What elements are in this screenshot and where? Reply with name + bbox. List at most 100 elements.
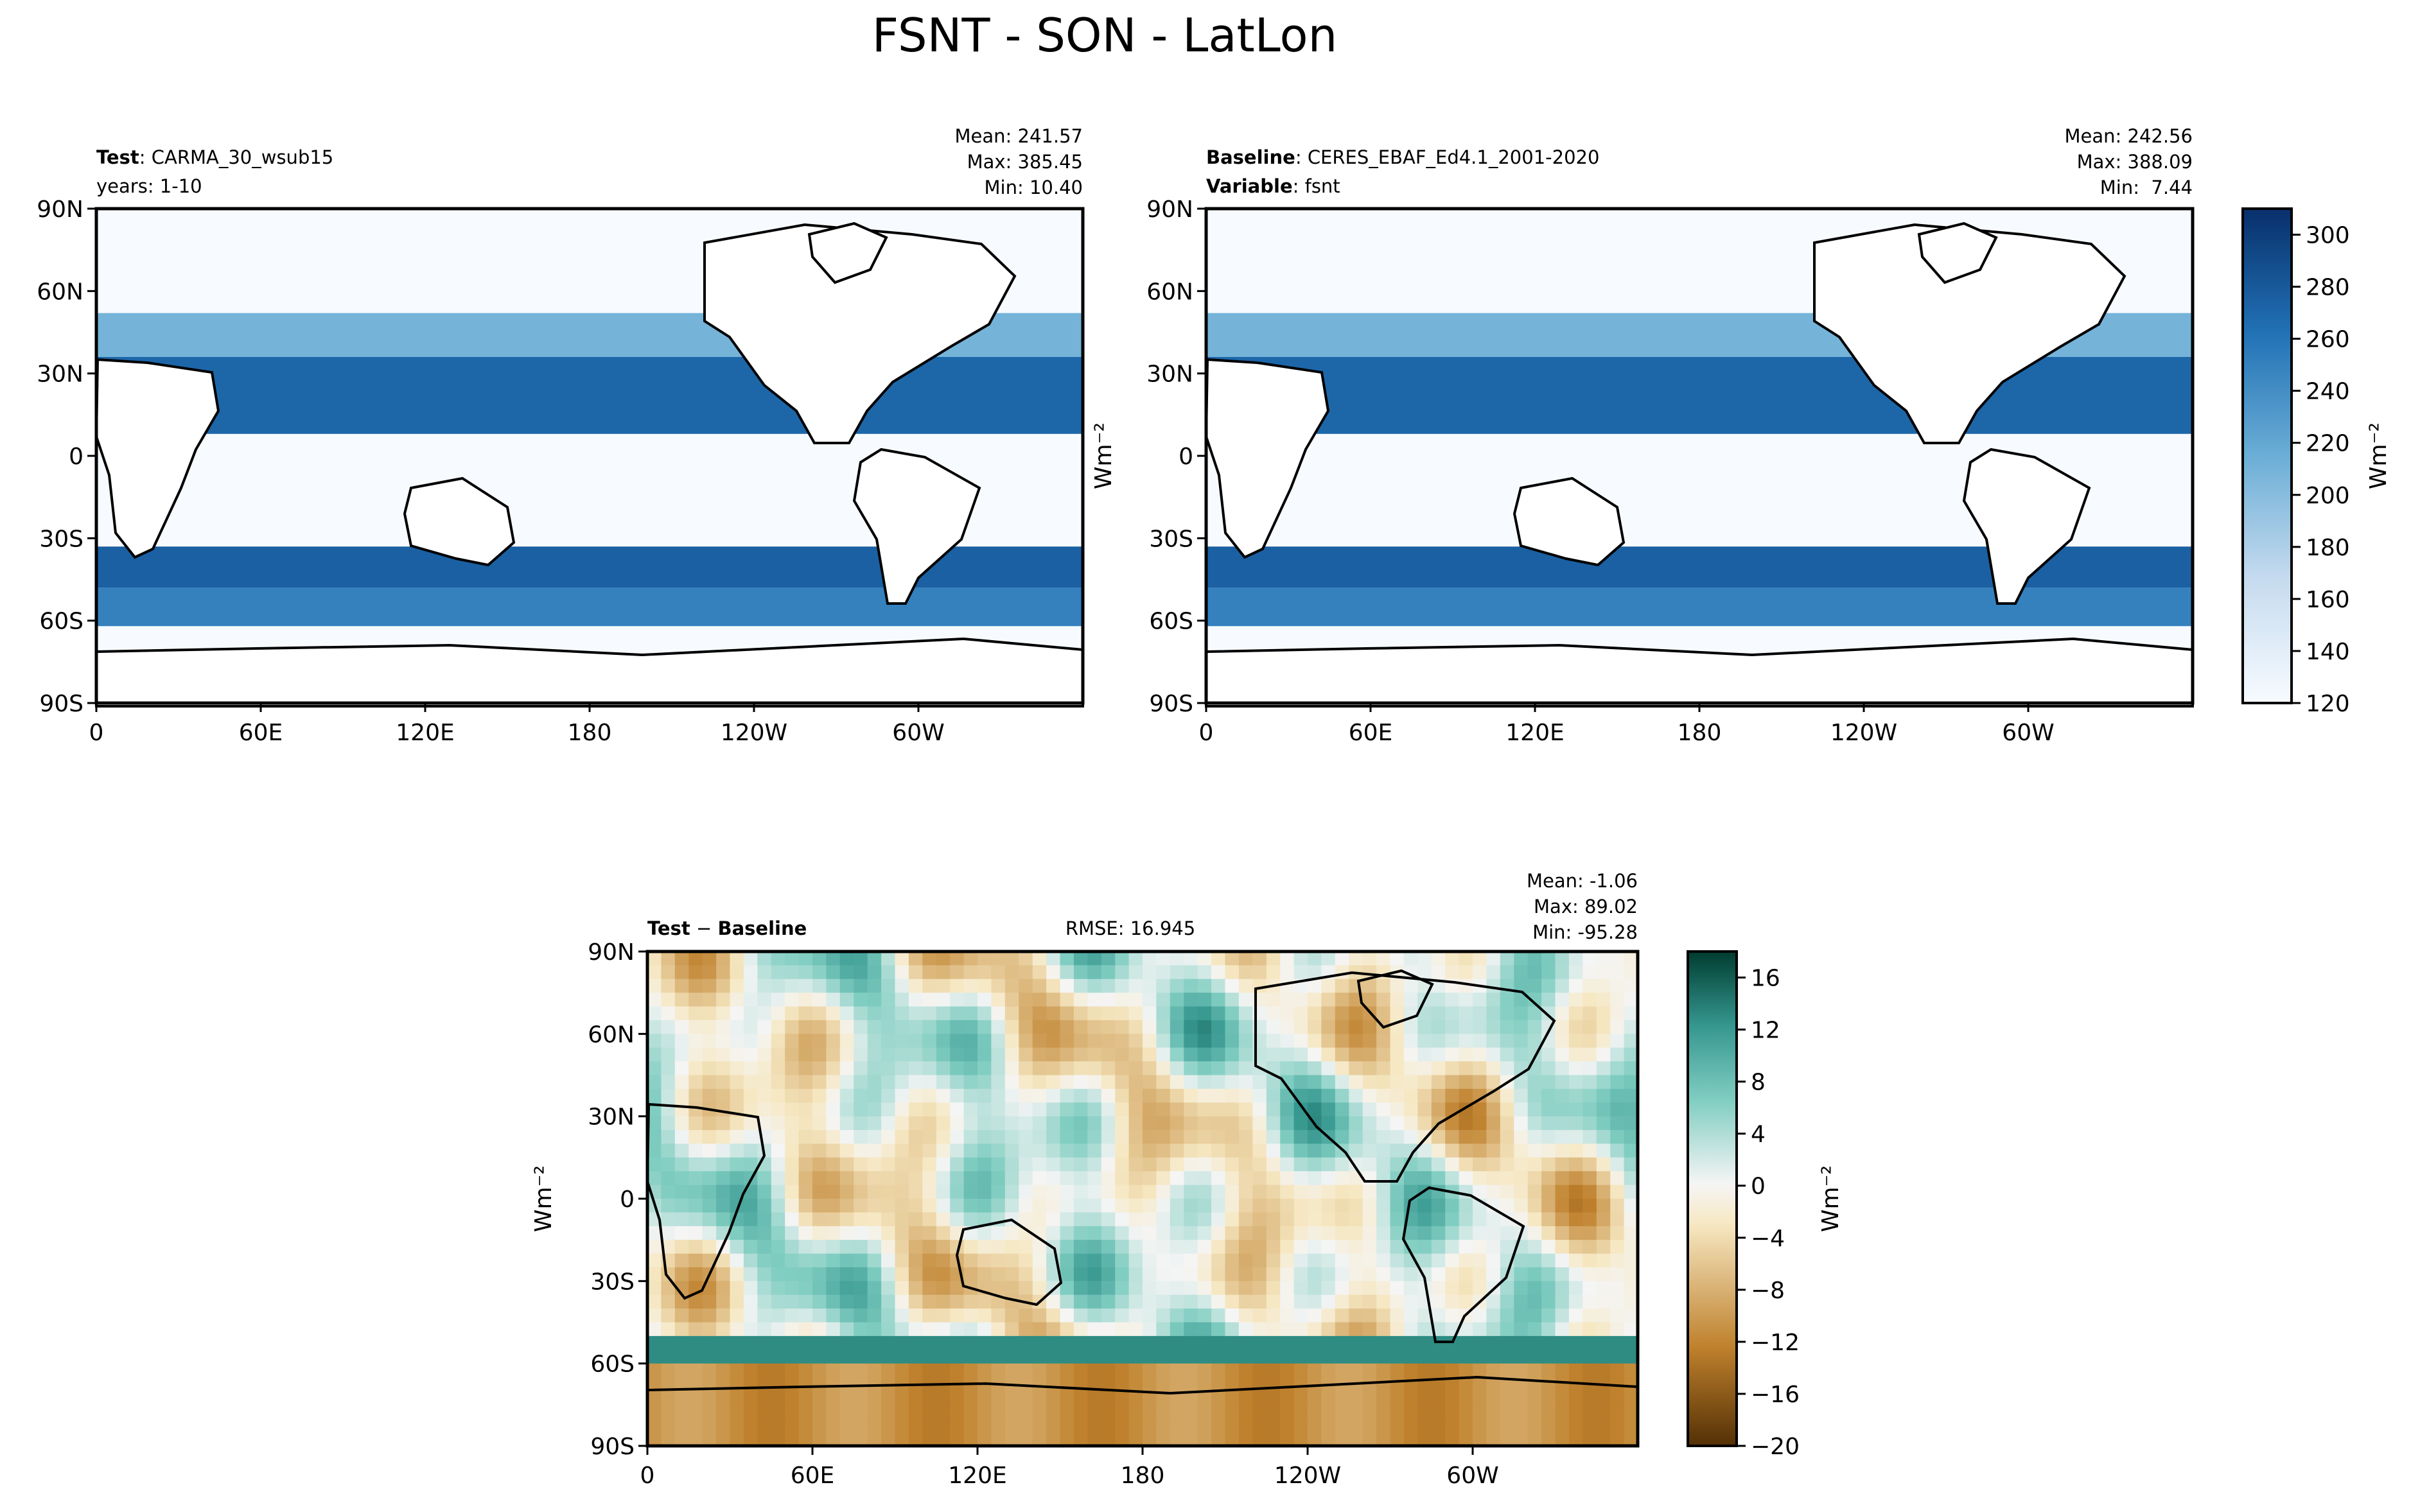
field-cell xyxy=(1527,1294,1542,1309)
field-cell xyxy=(991,952,1006,966)
field-cell xyxy=(688,1240,703,1255)
field-cell xyxy=(757,965,772,980)
field-cell xyxy=(1073,1267,1088,1282)
field-cell xyxy=(1211,1185,1226,1199)
field-cell xyxy=(647,993,662,1007)
field-cell xyxy=(1087,1034,1102,1048)
field-cell xyxy=(950,1088,965,1103)
field-cell xyxy=(1445,1281,1460,1296)
field-cell xyxy=(826,1322,841,1337)
field-cell xyxy=(1610,1335,1625,1350)
field-cell xyxy=(1143,1322,1157,1337)
field-cell xyxy=(839,1185,854,1199)
field-cell xyxy=(1225,1075,1240,1090)
field-cell xyxy=(1266,1226,1281,1240)
field-cell xyxy=(826,1253,841,1268)
diff-stat-mean: Mean: -1.06 xyxy=(1527,870,1638,892)
field-cell xyxy=(1321,1088,1336,1103)
field-cell xyxy=(812,1130,827,1145)
field-cell xyxy=(1431,1034,1446,1048)
field-cell xyxy=(1459,1377,1473,1392)
field-cell xyxy=(1046,1185,1061,1199)
field-cell xyxy=(1431,1047,1446,1062)
field-cell xyxy=(1376,978,1391,993)
field-cell xyxy=(1128,1020,1143,1034)
field-cell xyxy=(1349,1130,1363,1145)
field-cell xyxy=(771,1350,785,1364)
field-cell xyxy=(1225,1006,1240,1021)
field-cell xyxy=(743,1199,758,1213)
field-cell xyxy=(730,1253,744,1268)
field-cell xyxy=(1610,1088,1625,1103)
field-cell xyxy=(1252,1308,1267,1323)
field-cell xyxy=(1390,978,1405,993)
field-cell xyxy=(1376,993,1391,1007)
field-cell xyxy=(1308,1185,1322,1199)
field-cell xyxy=(908,1253,923,1268)
field-cell xyxy=(1128,978,1143,993)
field-cell xyxy=(1610,1432,1625,1447)
x-tick-label: 180 xyxy=(1678,720,1722,746)
field-cell xyxy=(743,1212,758,1227)
field-cell xyxy=(1087,1308,1102,1323)
field-cell xyxy=(881,1143,896,1158)
field-cell xyxy=(1211,1199,1226,1213)
field-cell xyxy=(1568,1034,1583,1048)
field-cell xyxy=(1073,1143,1088,1158)
field-cell xyxy=(1417,1418,1432,1433)
field-cell xyxy=(991,1363,1006,1378)
field-cell xyxy=(1376,1253,1391,1268)
field-cell xyxy=(978,965,992,980)
field-cell xyxy=(1596,1088,1611,1103)
field-cell xyxy=(1473,1212,1487,1227)
field-cell xyxy=(1019,1391,1033,1405)
field-cell xyxy=(1197,1432,1212,1447)
field-cell xyxy=(867,1047,882,1062)
field-cell xyxy=(798,978,813,993)
field-cell xyxy=(1555,1322,1570,1337)
field-cell xyxy=(881,1130,896,1145)
field-cell xyxy=(895,1047,909,1062)
field-cell xyxy=(991,1404,1006,1419)
field-cell xyxy=(798,1363,813,1378)
field-cell xyxy=(1019,1185,1033,1199)
field-cell xyxy=(716,1034,731,1048)
field-cell xyxy=(1252,1350,1267,1364)
field-cell xyxy=(674,1350,689,1364)
y-tick-label: 30S xyxy=(1149,526,1193,552)
field-cell xyxy=(1459,993,1473,1007)
field-cell xyxy=(1293,1240,1308,1255)
field-cell xyxy=(1019,1308,1033,1323)
field-cell xyxy=(1252,1143,1267,1158)
field-cell xyxy=(1170,978,1184,993)
x-tick-label: 0 xyxy=(1199,720,1214,746)
field-cell xyxy=(1225,1377,1240,1392)
field-cell xyxy=(839,1130,854,1145)
field-cell xyxy=(978,952,992,966)
field-cell xyxy=(1211,1253,1226,1268)
colorbar-tick-label: 16 xyxy=(1751,966,1780,992)
field-cell xyxy=(1004,1102,1019,1117)
field-cell xyxy=(1541,1335,1556,1350)
field-cell xyxy=(1335,1335,1349,1350)
field-cell xyxy=(991,1226,1006,1240)
field-cell xyxy=(936,1363,951,1378)
field-cell xyxy=(1046,1294,1061,1309)
field-cell xyxy=(1568,978,1583,993)
field-cell xyxy=(854,1322,868,1337)
field-cell xyxy=(1143,1143,1157,1158)
field-cell xyxy=(895,1185,909,1199)
field-cell xyxy=(730,1404,744,1419)
field-cell xyxy=(771,1432,785,1447)
field-cell xyxy=(1403,1322,1418,1337)
field-cell xyxy=(936,1047,951,1062)
field-cell xyxy=(922,1102,937,1117)
field-cell xyxy=(1115,1088,1130,1103)
field-cell xyxy=(730,1075,744,1090)
field-cell xyxy=(1060,1226,1074,1240)
field-cell xyxy=(1128,1006,1143,1021)
field-cell xyxy=(702,1143,717,1158)
field-cell xyxy=(688,1075,703,1090)
field-cell xyxy=(1115,1363,1130,1378)
